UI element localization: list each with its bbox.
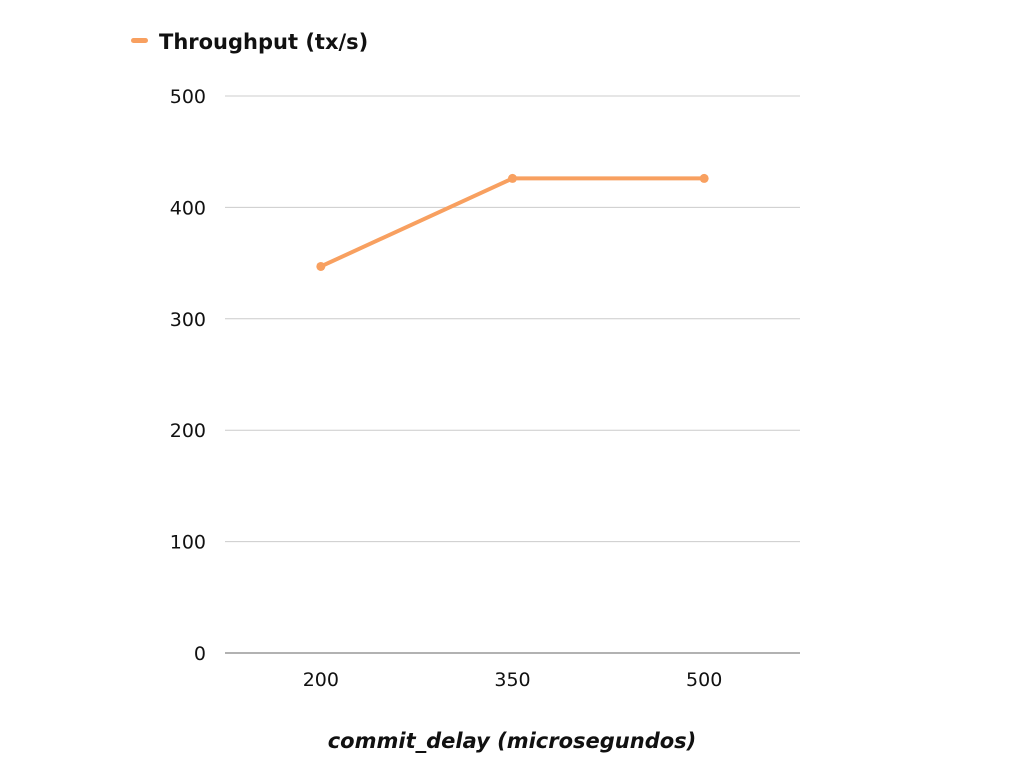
x-tick-label: 200: [303, 669, 339, 691]
x-tick-label: 500: [686, 669, 722, 691]
y-tick-label: 200: [170, 420, 206, 442]
y-tick-label: 500: [170, 86, 206, 108]
y-tick-label: 400: [170, 197, 206, 219]
data-point: [316, 261, 326, 271]
legend-swatch: [131, 38, 148, 43]
x-tick-label: 350: [494, 669, 530, 691]
data-point: [508, 173, 517, 183]
data-point: [699, 173, 709, 183]
legend: Throughput (tx/s): [131, 30, 368, 54]
y-tick-label: 0: [194, 643, 206, 665]
series-throughput: [316, 173, 709, 271]
y-tick-label: 300: [170, 309, 206, 331]
y-tick-label: 100: [170, 532, 206, 554]
x-axis-ticks: 200 350 500: [303, 669, 723, 691]
x-axis-title: commit_delay (microsegundos): [328, 729, 697, 753]
series-line: [318, 176, 707, 269]
legend-label: Throughput (tx/s): [159, 30, 368, 54]
y-axis-ticks: 0 100 200 300 400 500: [170, 86, 206, 665]
gridlines: [225, 95, 800, 543]
